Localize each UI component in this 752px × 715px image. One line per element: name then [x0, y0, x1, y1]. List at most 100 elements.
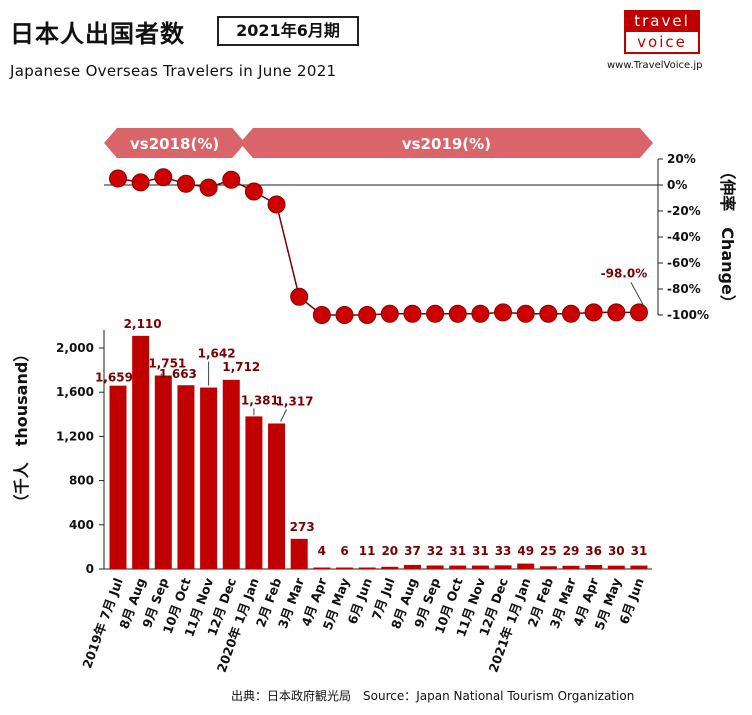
- change-marker: [403, 304, 422, 323]
- change-marker: [358, 306, 377, 324]
- bar-value-label: 32: [427, 544, 444, 558]
- change-marker: [494, 303, 513, 322]
- bar-value-label: 30: [608, 544, 625, 558]
- logo-top-text: travel: [626, 12, 698, 32]
- bar: [222, 379, 240, 569]
- change-marker: [562, 304, 580, 323]
- bar-value-label: 31: [631, 544, 648, 558]
- change-series-line: [117, 176, 639, 316]
- bar-value-label: 36: [585, 544, 602, 558]
- bar-value-label: 20: [381, 544, 398, 558]
- bar-value-label: 1,659: [95, 371, 133, 385]
- page-title-en: Japanese Overseas Travelers in June 2021: [10, 62, 337, 80]
- bar: [539, 566, 557, 569]
- bar-value-label: 31: [449, 544, 466, 558]
- bar-value-label: 25: [540, 544, 557, 558]
- comparison-banner: [104, 128, 246, 158]
- line-y-tick-label: -60%: [667, 256, 701, 270]
- bar: [290, 538, 308, 569]
- bar: [449, 565, 467, 569]
- bar: [313, 567, 331, 569]
- bar: [471, 565, 489, 569]
- line-y-tick-label: 0%: [667, 178, 687, 192]
- bar-value-label: 1,712: [222, 360, 260, 374]
- bar-value-label: 4: [318, 544, 326, 558]
- comparison-banner-label: vs2018(%): [130, 135, 219, 153]
- bar: [494, 565, 512, 569]
- bar-y-tick-label: 2,000: [56, 341, 94, 355]
- change-marker: [244, 182, 263, 201]
- bar-y-tick-label: 400: [69, 518, 94, 532]
- bar-value-label: 1,381: [241, 393, 279, 407]
- bar: [358, 567, 376, 569]
- change-marker: [607, 303, 626, 322]
- change-marker: [131, 173, 150, 192]
- line-y-tick-label: -80%: [667, 282, 701, 296]
- source-note: 出典：日本政府観光局 Source：Japan National Tourism…: [231, 689, 635, 703]
- bar-value-label: 2,110: [124, 317, 162, 331]
- bar: [109, 385, 127, 569]
- change-marker: [290, 287, 309, 306]
- bar-y-axis-title: （千人 thousand）: [12, 346, 31, 511]
- bar: [517, 563, 535, 569]
- period-badge: 2021年6月期: [217, 16, 359, 46]
- bar-value-label: 1,663: [159, 367, 197, 381]
- bar-y-tick-label: 1,200: [56, 429, 94, 443]
- change-marker: [471, 304, 490, 323]
- bar: [381, 566, 399, 569]
- change-marker: [516, 304, 535, 323]
- change-marker: [335, 306, 354, 324]
- bar: [200, 387, 218, 569]
- bar: [132, 335, 150, 569]
- comparison-banner-label: vs2019(%): [402, 135, 491, 153]
- travelvoice-logo: travel voice: [624, 10, 700, 54]
- change-marker: [539, 304, 558, 323]
- bar: [403, 564, 421, 569]
- comparison-banner: [239, 128, 653, 158]
- bar: [154, 375, 172, 569]
- line-y-tick-label: -20%: [667, 204, 701, 218]
- change-marker: [176, 174, 195, 193]
- site-url: www.TravelVoice.jp: [607, 60, 703, 71]
- bar-value-label: 29: [563, 544, 580, 558]
- bar: [585, 565, 603, 569]
- change-marker: [629, 303, 648, 322]
- bar: [177, 385, 195, 569]
- change-marker: [426, 304, 445, 323]
- bar-value-label: 1,642: [198, 347, 236, 361]
- change-annotation-label: -98.0%: [601, 266, 648, 280]
- change-marker: [199, 178, 218, 197]
- bar: [426, 565, 444, 569]
- change-marker: [380, 304, 399, 323]
- bar: [268, 423, 286, 569]
- bar-value-label: 1,317: [276, 394, 314, 408]
- line-y-tick-label: 20%: [667, 152, 696, 166]
- page-title-jp: 日本人出国者数: [10, 20, 185, 48]
- bar-value-label: 273: [290, 520, 315, 534]
- bar: [562, 565, 580, 569]
- bar-value-label: 1,751: [148, 357, 186, 371]
- change-marker: [267, 195, 286, 214]
- logo-bottom-text: voice: [637, 33, 687, 51]
- bar: [607, 565, 625, 569]
- line-y-axis-title: （伸率 Change）: [718, 163, 737, 311]
- change-marker: [154, 168, 173, 187]
- change-annotation-leader: [630, 282, 644, 305]
- bar-y-tick-label: 1,600: [56, 385, 94, 399]
- change-marker: [222, 170, 241, 189]
- bar-value-label: 6: [340, 544, 348, 558]
- bar-value-label: 31: [472, 544, 489, 558]
- bar: [245, 416, 263, 569]
- bar-value-label: 11: [359, 544, 376, 558]
- line-y-tick-label: -100%: [667, 308, 709, 322]
- bar-value-leader: [280, 409, 287, 422]
- change-marker: [312, 306, 331, 324]
- bar-value-label: 33: [495, 544, 512, 558]
- bar: [336, 567, 353, 569]
- bar-y-tick-label: 0: [86, 562, 94, 576]
- change-marker: [584, 303, 603, 322]
- bar-value-label: 49: [517, 544, 534, 558]
- bar-value-label: 37: [404, 544, 421, 558]
- line-y-tick-label: -40%: [667, 230, 701, 244]
